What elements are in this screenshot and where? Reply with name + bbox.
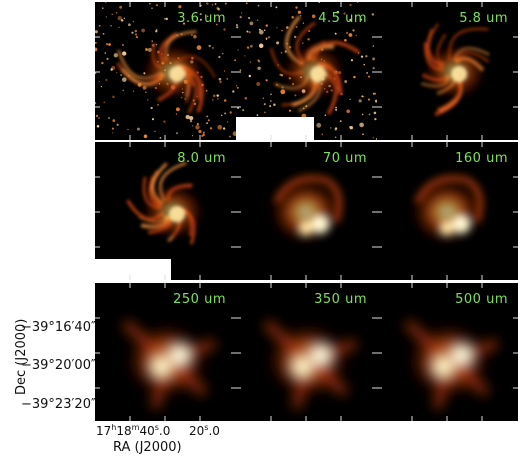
y-tick-label: −39°23′20″ [21,397,96,412]
panel-3-6um: 3.6 um [95,2,236,140]
x-tick-label: 17h18m40s.0 [96,423,171,438]
panel-image [95,283,236,421]
x-axis-title: RA (J2000) [113,440,182,455]
x-tick-label: 20s.0 [189,423,220,438]
band-label: 500 um [455,292,508,307]
panel-image [95,2,236,140]
panel-70um: 70 um [236,142,377,280]
band-label: 250 um [173,292,226,307]
band-label: 160 um [455,151,508,166]
panel-350um: 350 um [236,283,377,421]
coverage-gap [95,259,171,280]
coverage-gap [236,117,314,140]
panel-image [236,283,377,421]
panel-image [236,2,377,140]
y-tick-label: −39°20′00″ [21,358,96,373]
band-label: 3.6 um [177,11,226,26]
panel-image [95,142,236,280]
panel-500um: 500 um [377,283,518,421]
panel-image [236,142,377,280]
panel-image [377,2,518,140]
panel-4-5um: 4.5 um [236,2,377,140]
panel-8-0um: 8.0 um [95,142,236,280]
y-axis-title: Dec (J2000) [14,318,29,395]
band-label: 70 um [322,151,367,166]
band-label: 350 um [314,292,367,307]
panel-image [377,142,518,280]
panel-160um: 160 um [377,142,518,280]
y-tick-label: −39°16′40″ [21,320,96,335]
band-label: 8.0 um [177,151,226,166]
panel-5-8um: 5.8 um [377,2,518,140]
panel-image [377,283,518,421]
band-label: 5.8 um [459,11,508,26]
panel-250um: 250 um [95,283,236,421]
band-label: 4.5 um [318,11,367,26]
